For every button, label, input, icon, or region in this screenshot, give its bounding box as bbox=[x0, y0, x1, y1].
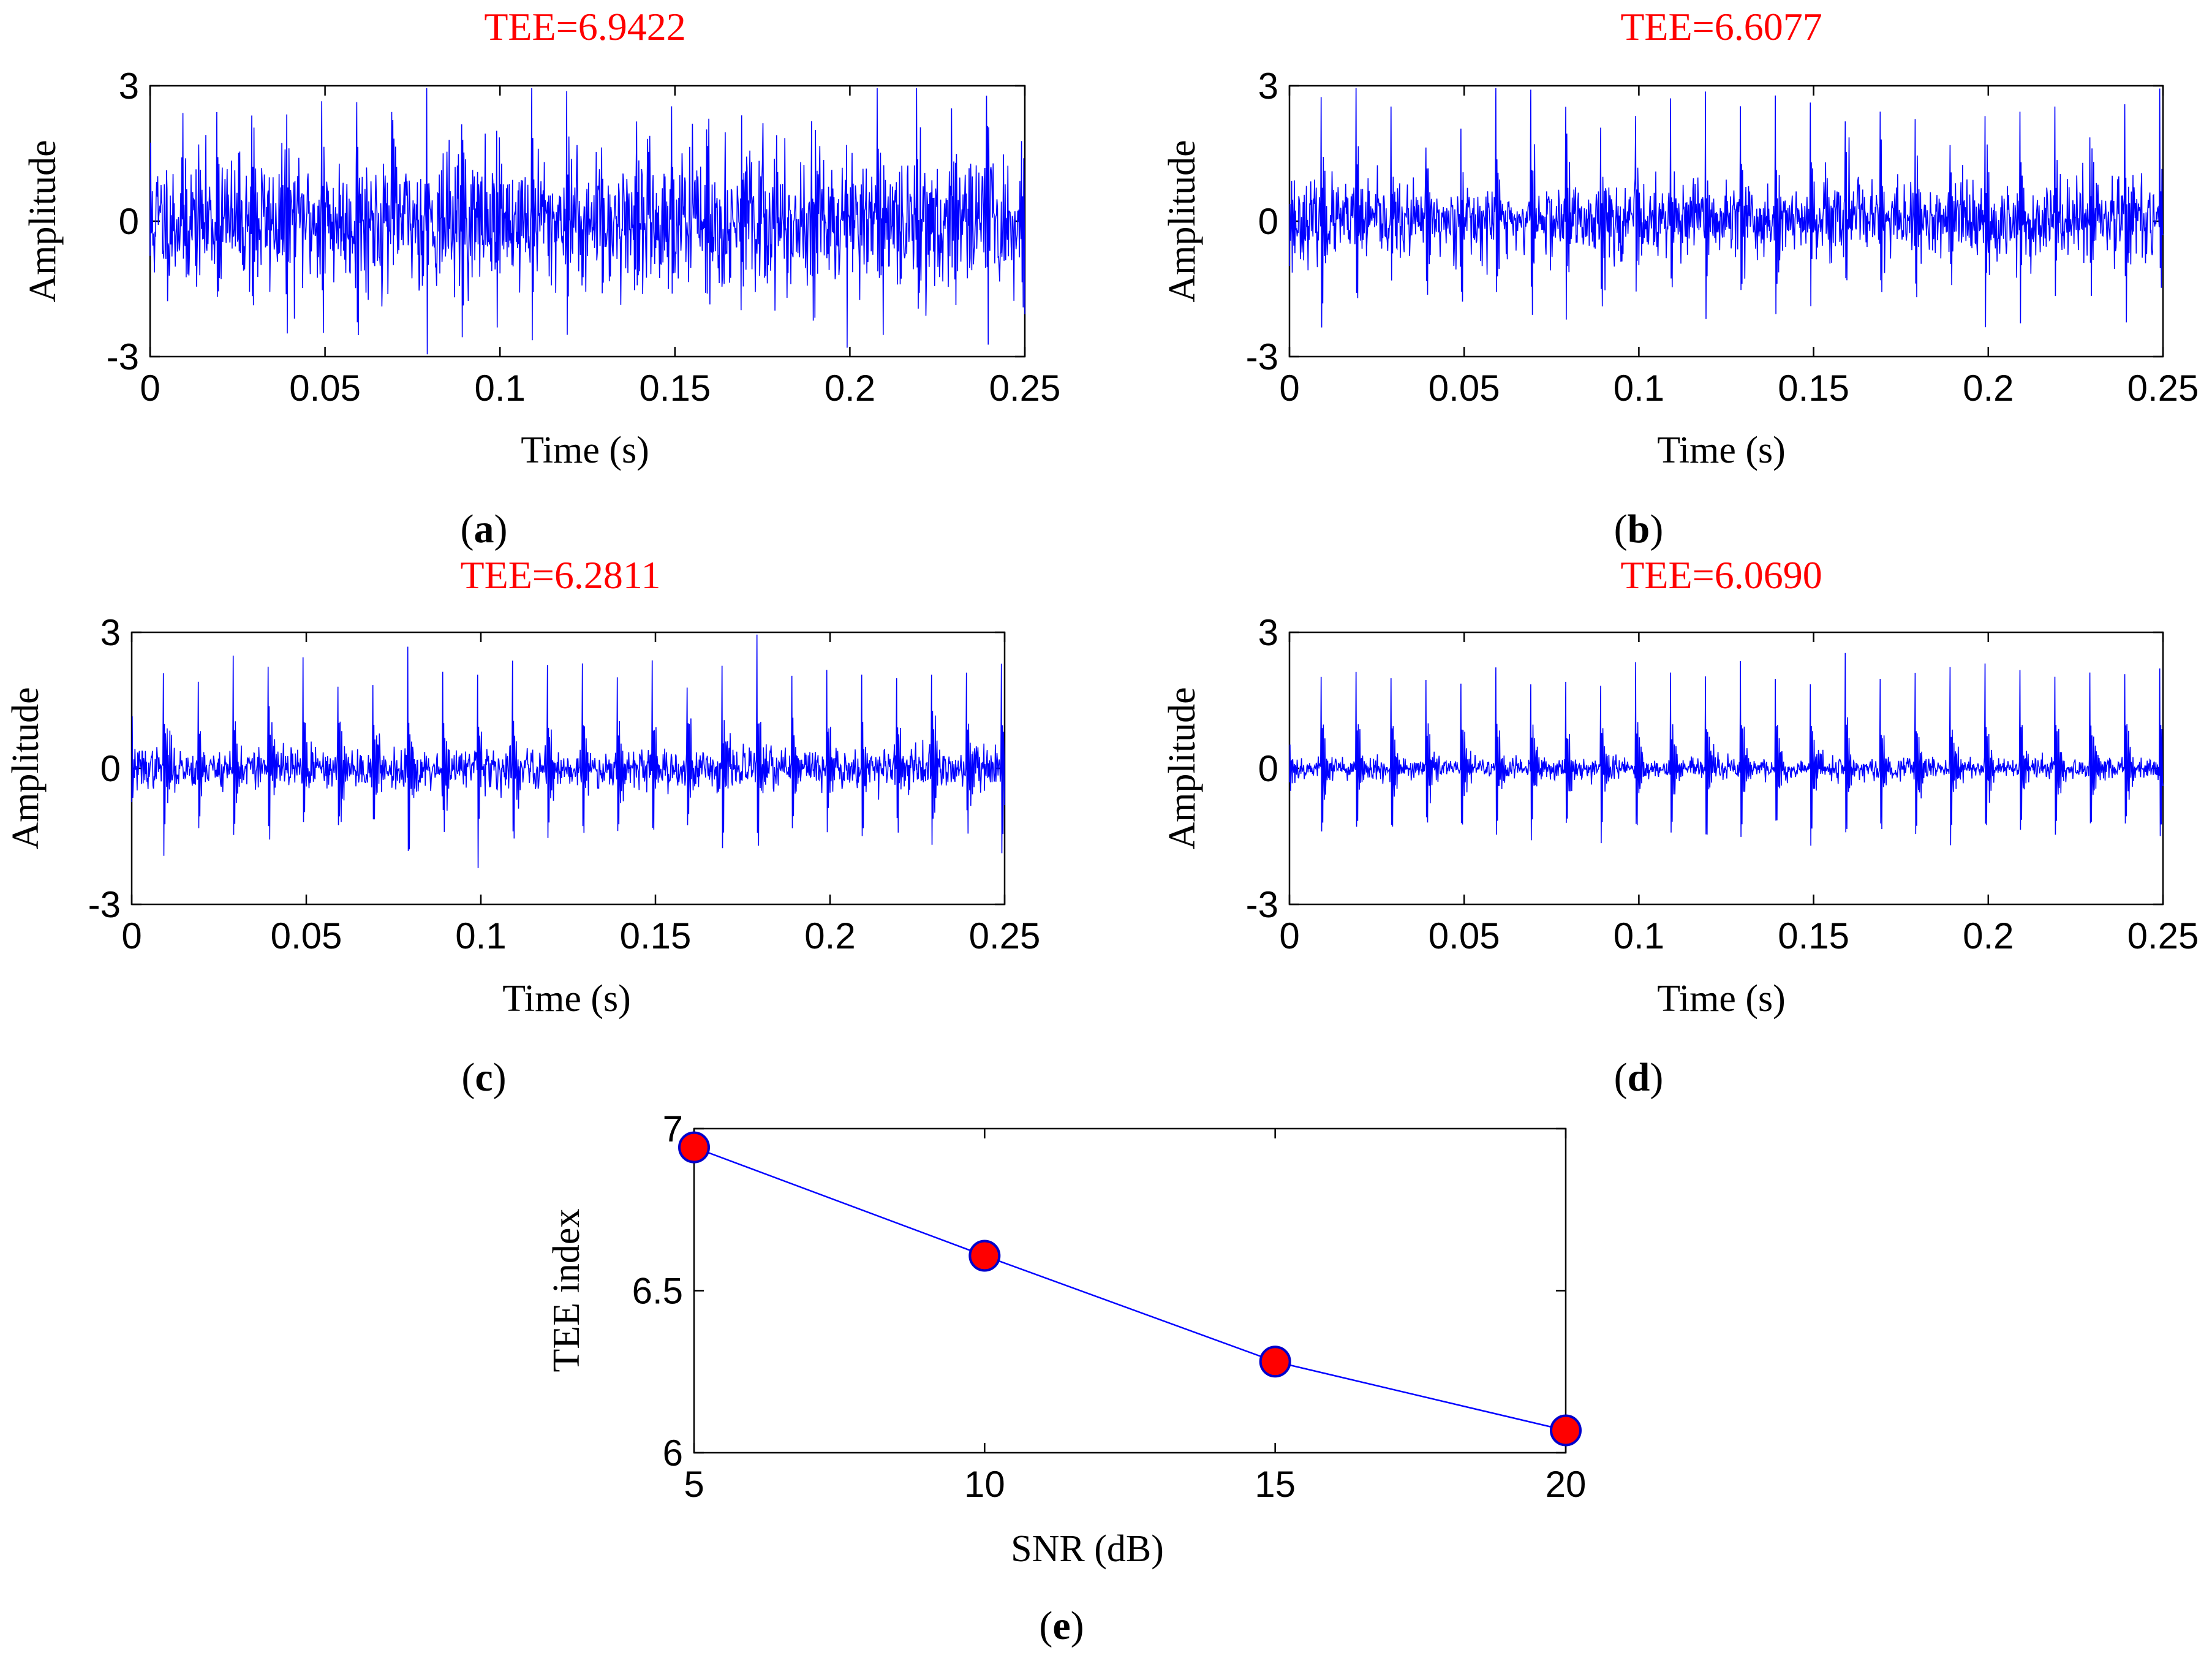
panel-d-signal-trace bbox=[1289, 653, 2164, 846]
panel-a-x-tick-label: 0.05 bbox=[289, 368, 361, 409]
panel-c-x-tick-label: 0.1 bbox=[455, 915, 506, 956]
panel-c-x-tick-label: 0.05 bbox=[271, 915, 342, 956]
panel-e-data-point bbox=[1259, 1346, 1291, 1378]
panel-a-signal-trace bbox=[149, 88, 1025, 355]
panel-d-x-tick-label: 0.05 bbox=[1429, 915, 1500, 956]
panel-c-y-tick-label: 0 bbox=[100, 748, 121, 789]
panel-c-y-tick-label: -3 bbox=[88, 884, 121, 925]
panel-c-xlabel: Time (s) bbox=[502, 978, 631, 1020]
panel-b-xlabel: Time (s) bbox=[1657, 430, 1786, 471]
panel-a-x-tick-label: 0.2 bbox=[825, 368, 875, 409]
panel-a-y-tick-label: -3 bbox=[107, 336, 139, 377]
panel-b-label: (b) bbox=[1614, 507, 1664, 551]
panel-d-y-tick-label: -3 bbox=[1246, 884, 1278, 925]
panel-e-x-tick-label: 20 bbox=[1546, 1464, 1587, 1505]
panel-a: TEE=6.9422 0 0.05 0.1 0.15 0.2 0.25-303 Ampli… bbox=[22, 5, 1060, 551]
panel-e-data-point bbox=[968, 1240, 1001, 1272]
panel-c-x-tick-label: 0.25 bbox=[969, 915, 1041, 956]
panel-d-x-tick-label: 0.25 bbox=[2127, 915, 2199, 956]
panel-b-x-tick-label: 0 bbox=[1279, 368, 1299, 409]
panel-e-data-point bbox=[678, 1131, 710, 1164]
panel-b-x-tick-label: 0.25 bbox=[2127, 368, 2199, 409]
panel-a-y-tick-label: 3 bbox=[119, 66, 139, 107]
panel-e-axes-frame bbox=[693, 1127, 1567, 1454]
panel-b-x-tick-label: 0.05 bbox=[1429, 368, 1500, 409]
panel-e-series-line bbox=[693, 1146, 1566, 1431]
panel-a-ylabel: Amplitude bbox=[22, 140, 64, 302]
panel-d-x-tick-label: 0.15 bbox=[1778, 915, 1849, 956]
panel-e-y-tick-label: 6 bbox=[663, 1433, 683, 1474]
panel-c-signal-trace bbox=[131, 634, 1005, 868]
panel-b-ylabel: Amplitude bbox=[1161, 140, 1203, 302]
panel-c-y-tick-label: 3 bbox=[100, 612, 121, 653]
panel-e-xlabel: SNR (dB) bbox=[1011, 1528, 1164, 1570]
panel-c-x-tick-label: 0.2 bbox=[804, 915, 855, 956]
panel-a-title: TEE=6.9422 bbox=[484, 5, 685, 48]
panel-d: TEE=6.0690 0 0.05 0.1 0.15 0.2 0.25-303 Ampli… bbox=[1161, 553, 2199, 1100]
panel-a-x-tick-label: 0.25 bbox=[989, 368, 1061, 409]
panel-d-title: TEE=6.0690 bbox=[1620, 553, 1822, 597]
panel-e-data-point bbox=[1550, 1414, 1582, 1447]
panel-a-x-tick-label: 0 bbox=[140, 368, 160, 409]
panel-d-y-tick-label: 3 bbox=[1258, 612, 1278, 653]
panel-d-x-tick-label: 0.1 bbox=[1614, 915, 1664, 956]
panel-c-title: TEE=6.2811 bbox=[461, 553, 661, 597]
panel-b-title: TEE=6.6077 bbox=[1620, 5, 1822, 48]
panel-e-y-tick-label: 6.5 bbox=[632, 1271, 683, 1312]
panel-e-label: (e) bbox=[1039, 1603, 1084, 1648]
panel-a-y-tick-label: 0 bbox=[119, 201, 139, 242]
panel-c: TEE=6.2811 0 0.05 0.1 0.15 0.2 0.25-303 Ampli… bbox=[5, 553, 1040, 1100]
panel-d-ylabel: Amplitude bbox=[1161, 687, 1203, 849]
panel-c-label: (c) bbox=[461, 1055, 506, 1100]
panel-b-x-tick-label: 0.1 bbox=[1614, 368, 1664, 409]
panel-d-y-tick-label: 0 bbox=[1258, 748, 1278, 789]
panel-b-signal-trace bbox=[1289, 88, 2164, 328]
panel-b: TEE=6.6077 0 0.05 0.1 0.15 0.2 0.25-303 Ampli… bbox=[1161, 5, 2199, 551]
panel-e-x-tick-label: 15 bbox=[1255, 1464, 1296, 1505]
panel-d-x-tick-label: 0.2 bbox=[1963, 915, 2014, 956]
panel-b-y-tick-label: 0 bbox=[1258, 201, 1278, 242]
panel-b-y-tick-label: -3 bbox=[1246, 336, 1278, 377]
panel-c-ylabel: Amplitude bbox=[5, 687, 47, 849]
panel-d-label: (d) bbox=[1614, 1055, 1664, 1100]
panel-b-x-tick-label: 0.15 bbox=[1778, 368, 1849, 409]
panel-a-x-tick-label: 0.1 bbox=[474, 368, 525, 409]
panel-a-x-tick-label: 0.15 bbox=[639, 368, 711, 409]
panel-d-xlabel: Time (s) bbox=[1657, 978, 1786, 1020]
panel-e-ylabel: TEE index bbox=[546, 1209, 587, 1372]
panel-c-x-tick-label: 0.15 bbox=[620, 915, 692, 956]
panel-d-x-tick-label: 0 bbox=[1279, 915, 1299, 956]
panel-b-x-tick-label: 0.2 bbox=[1963, 368, 2014, 409]
panel-c-x-tick-label: 0 bbox=[121, 915, 142, 956]
panel-a-label: (a) bbox=[461, 507, 508, 551]
panel-b-y-tick-label: 3 bbox=[1258, 66, 1278, 107]
panel-a-xlabel: Time (s) bbox=[521, 430, 649, 471]
panel-e-x-tick-label: 5 bbox=[684, 1464, 704, 1505]
panel-e-x-tick-label: 10 bbox=[964, 1464, 1005, 1505]
